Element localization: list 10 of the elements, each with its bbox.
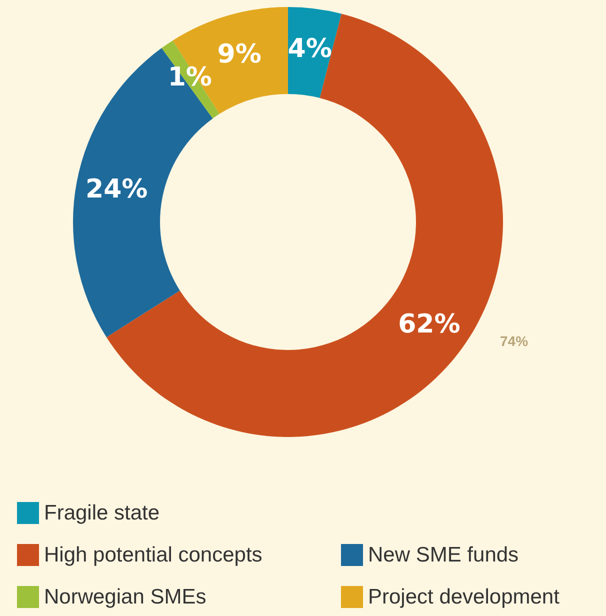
data-label: 9% <box>217 39 262 70</box>
text: 74% <box>500 333 529 349</box>
legend-label: High potential concepts <box>44 544 262 566</box>
legend-label: Fragile state <box>44 502 160 524</box>
legend-label: Norwegian SMEs <box>44 586 206 608</box>
data-label: 4% <box>288 34 332 64</box>
legend-label: New SME funds <box>368 544 519 566</box>
data-label: 24% <box>85 174 148 204</box>
data-label: 62% <box>398 310 460 340</box>
legend-label: Project development <box>368 586 560 608</box>
